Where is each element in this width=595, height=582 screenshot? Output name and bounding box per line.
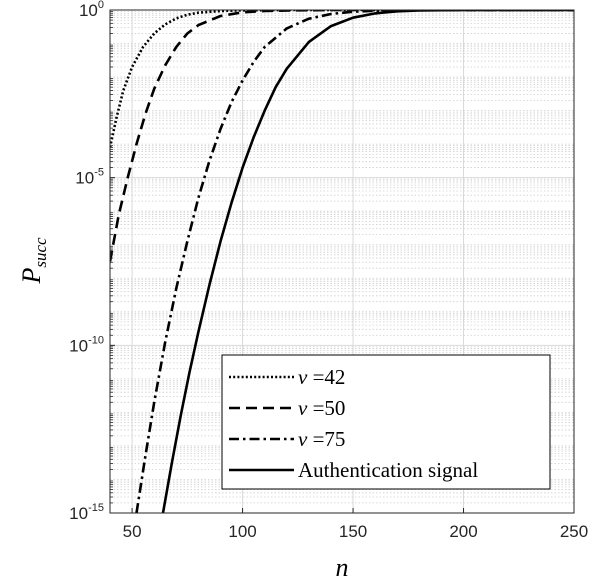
series-line-2 xyxy=(110,10,574,262)
legend-label-1: v =42 xyxy=(298,365,345,389)
y-tick-label: 10-5 xyxy=(75,167,104,188)
series-line-4 xyxy=(161,10,574,513)
legend: v =42 v =50 v =75 Authentication signal xyxy=(221,354,551,490)
x-tick-label: 200 xyxy=(449,522,477,541)
y-axis-label-sub: succ xyxy=(31,237,50,268)
legend-label-4: Authentication signal xyxy=(298,458,478,482)
legend-label-2: v =50 xyxy=(298,396,345,420)
series-line-3 xyxy=(135,10,574,513)
legend-label-3: v =75 xyxy=(298,427,345,451)
y-tick-label: 10-10 xyxy=(69,334,104,355)
y-tick-label: 100 xyxy=(79,0,104,20)
y-axis-label-base: P xyxy=(17,268,46,285)
svg-text:Psucc: Psucc xyxy=(17,237,50,285)
plot-frame xyxy=(109,9,575,514)
x-axis-label: n xyxy=(336,553,349,582)
tick-labels: 50 100 150 200 250 100 10-5 10-10 10-15 xyxy=(69,0,588,541)
y-axis-label: Psucc xyxy=(17,237,50,285)
x-tick-label: 150 xyxy=(339,522,367,541)
x-tick-label: 100 xyxy=(228,522,256,541)
x-tick-label: 250 xyxy=(560,522,588,541)
y-tick-label: 10-15 xyxy=(69,502,104,523)
x-tick-label: 50 xyxy=(123,522,142,541)
